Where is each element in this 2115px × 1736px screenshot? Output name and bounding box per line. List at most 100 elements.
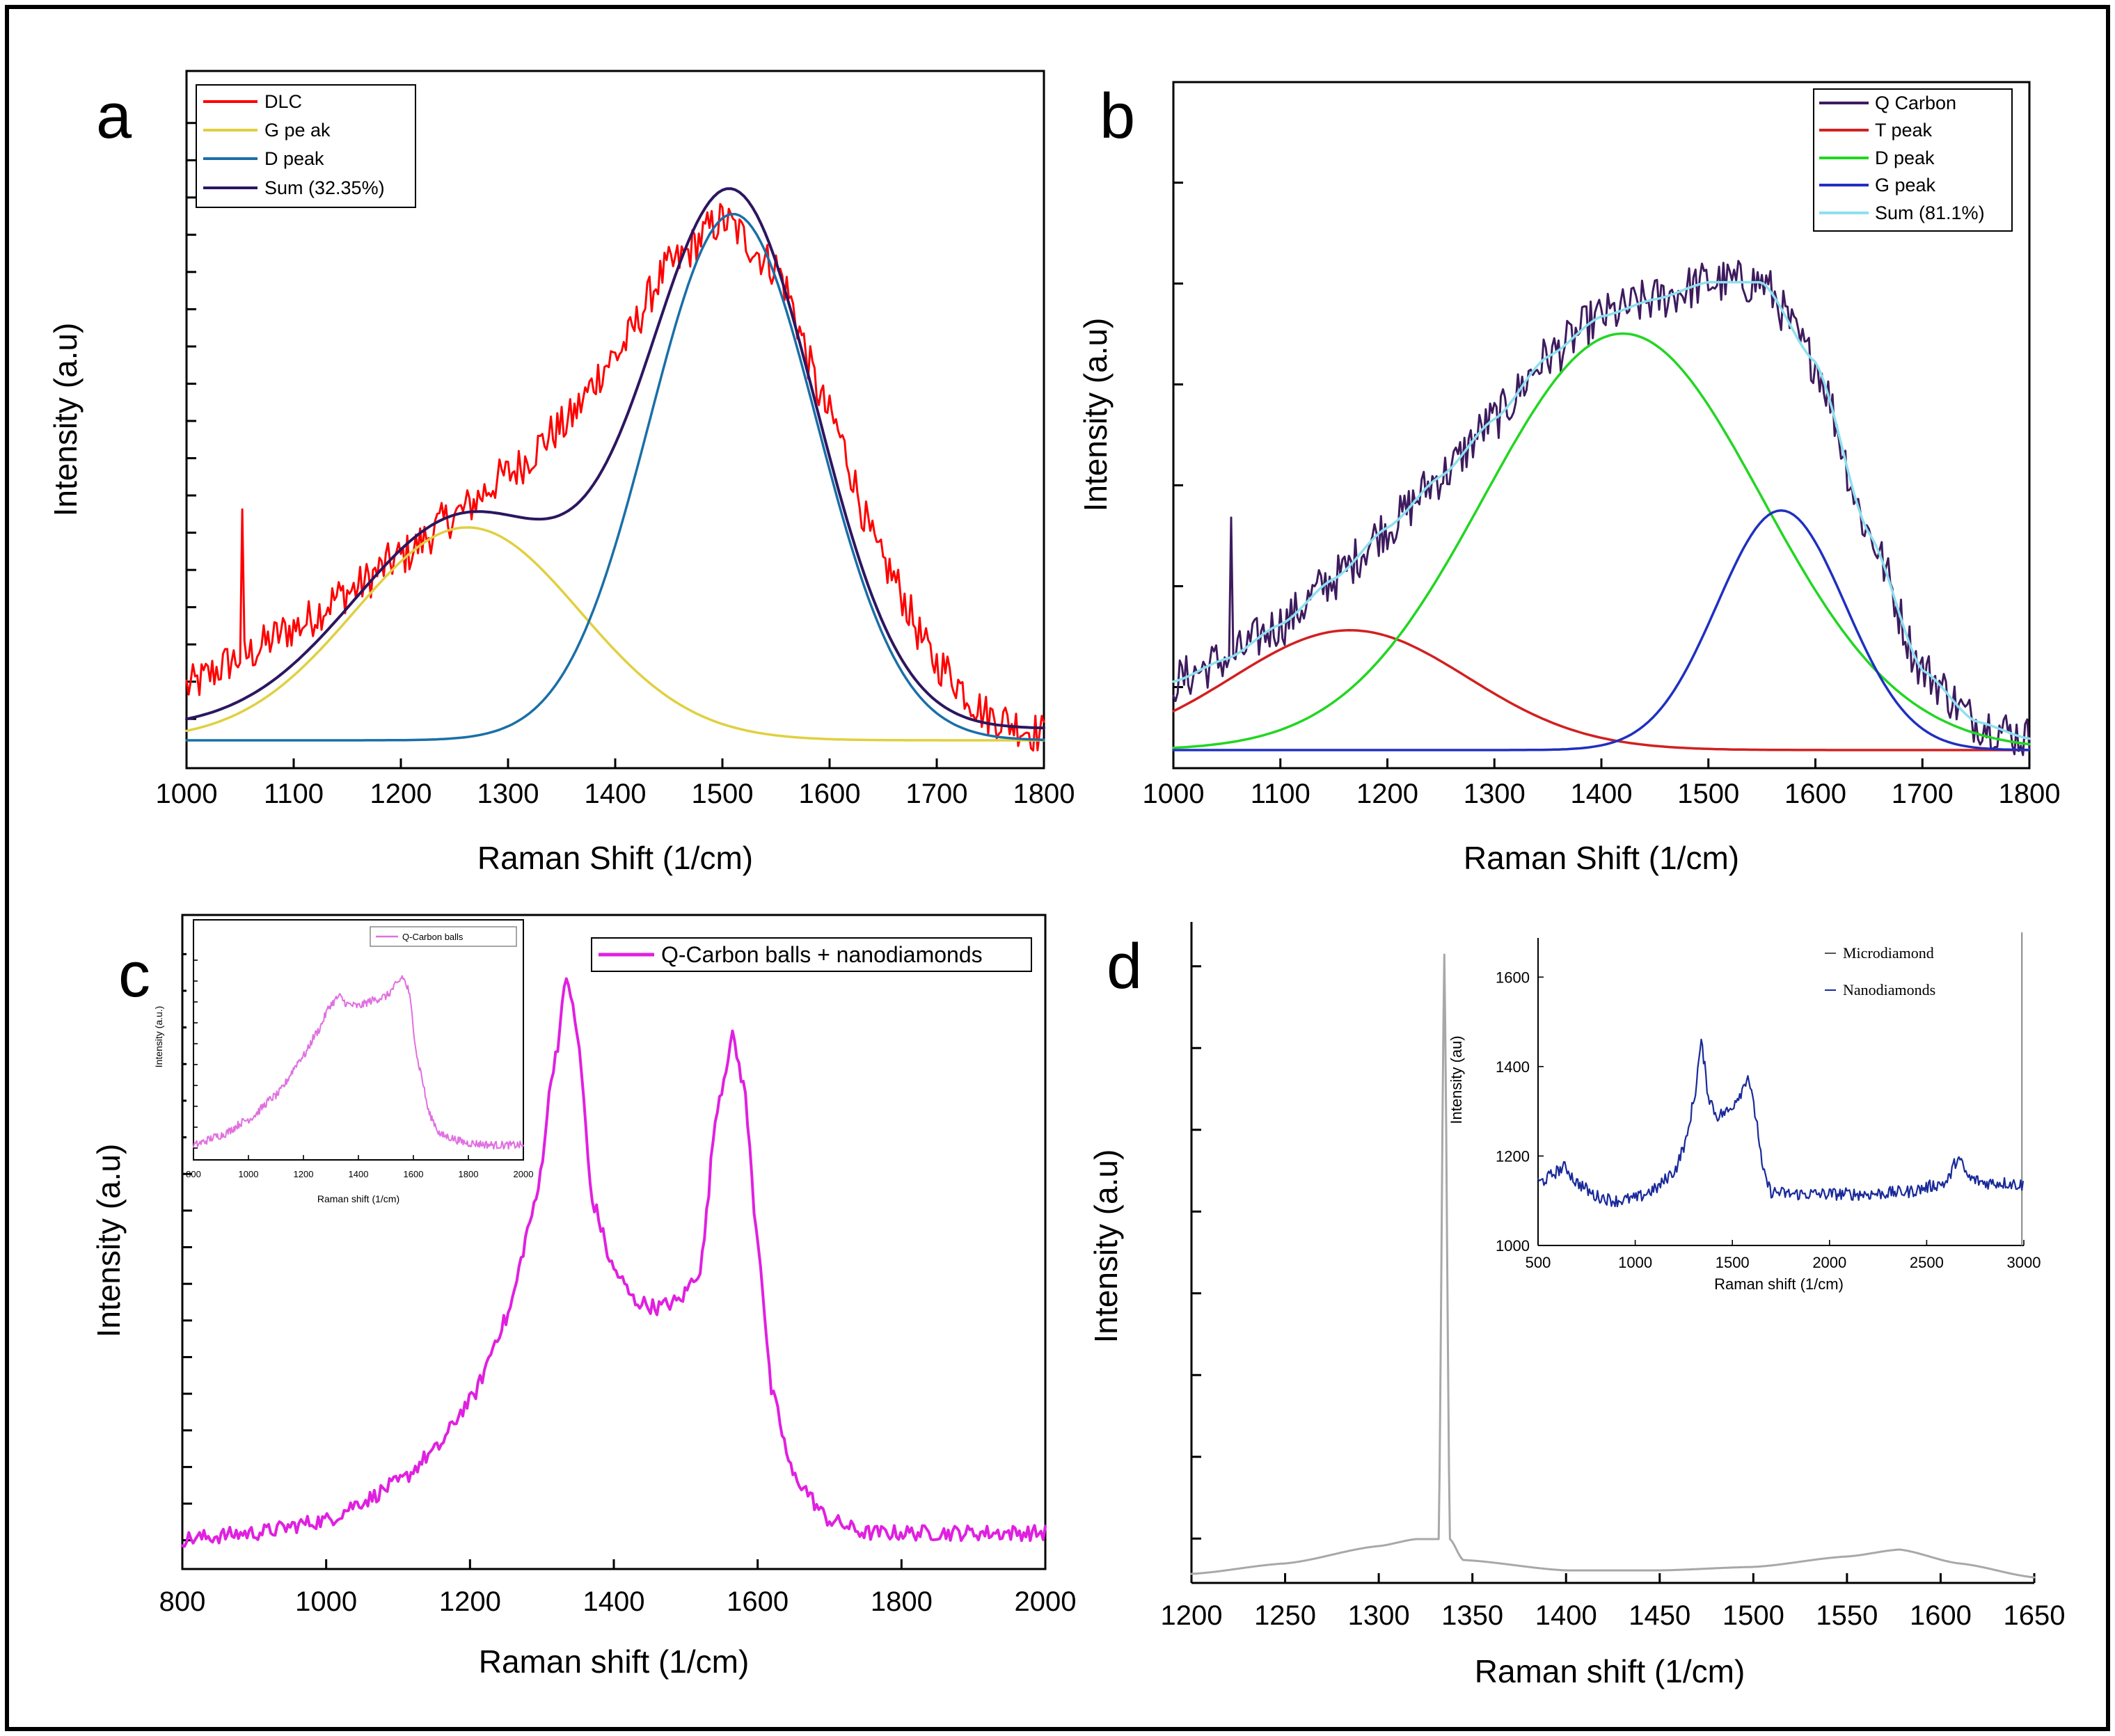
panel-b-x-tick-label-1400: 1400 bbox=[1571, 779, 1633, 809]
panel-d-inset-legend: Microdiamond Nanodiamonds bbox=[1825, 944, 1935, 998]
series-g-peak-b bbox=[1172, 509, 2031, 751]
panel-a-x-ticks: 1000 1100 1200 1300 1400 1500 1600 1700 1800 bbox=[156, 758, 1075, 809]
panel-c-x-tick-label-1200: 1200 bbox=[439, 1586, 501, 1617]
panel-a: a 1000 1100 1200 1300 1400 1500 1600 1700 1800 R… bbox=[47, 70, 1075, 876]
panel-d-curves bbox=[1190, 953, 2036, 1579]
panel-b-legend: Q Carbon T peak D peak G peak Sum (81.1%… bbox=[1813, 88, 2013, 232]
panel-d-x-tick-label-1650: 1650 bbox=[2004, 1600, 2066, 1631]
panel-c-inset-x-tick-label-1000: 1000 bbox=[239, 1169, 259, 1179]
panel-b-x-tick-label-1500: 1500 bbox=[1677, 779, 1739, 809]
series-q-carbon bbox=[1172, 260, 2031, 756]
panel-a-legend: DLC G pe ak D peak Sum (32.35%) bbox=[196, 84, 416, 208]
panel-b-x-ticks: 1000 1100 1200 1300 1400 1500 1600 1700 1800 bbox=[1143, 758, 2060, 809]
panel-letter-a: a bbox=[96, 81, 132, 152]
panel-c-inset-x-title: Raman shift (1/cm) bbox=[317, 1193, 399, 1204]
panel-d-inset: 500 1000 1500 2000 2500 3000 1000120014001600… bbox=[1448, 932, 2041, 1293]
panel-a-y-title: Intensity (a.u) bbox=[47, 323, 84, 517]
panel-c-curves bbox=[181, 977, 1047, 1548]
panel-b: b 1000 1100 1200 1300 1400 1500 1600 1700 1800 R… bbox=[1077, 81, 2060, 876]
panel-a-x-tick-label-1600: 1600 bbox=[799, 779, 861, 809]
legend-label-dlc: DLC bbox=[264, 91, 302, 112]
panel-c-y-title: Intensity (a.u) bbox=[90, 1144, 127, 1338]
legend-label-g-peak-b: G peak bbox=[1875, 175, 1936, 196]
panel-a-curves bbox=[185, 187, 1045, 752]
panel-c-inset-x-tick-label-1200: 1200 bbox=[294, 1169, 314, 1179]
panel-b-x-title: Raman Shift (1/cm) bbox=[1464, 840, 1739, 876]
series-sum-b bbox=[1172, 280, 2031, 740]
legend-label-d-peak: D peak bbox=[264, 148, 324, 169]
panel-c-x-tick-label-1600: 1600 bbox=[727, 1586, 789, 1617]
panel-b-x-tick-label-1100: 1100 bbox=[1251, 779, 1310, 809]
panel-a-x-tick-label-1200: 1200 bbox=[370, 779, 432, 809]
panel-d-x-tick-label-1500: 1500 bbox=[1722, 1600, 1784, 1631]
panel-c-inset: 800 1000 1200 1400 1600 1800 2000 Raman shift … bbox=[153, 918, 533, 1204]
panel-d-inset-y-tick-label-1400: 1400 bbox=[1496, 1058, 1530, 1076]
panel-d-inset-x-tick-label-500: 500 bbox=[1526, 1254, 1551, 1271]
panel-b-x-tick-label-1000: 1000 bbox=[1143, 779, 1205, 809]
legend-label-d-peak-b: D peak bbox=[1875, 148, 1935, 168]
panel-d-inset-y-ticks: 1000 1200 1400 1600 bbox=[1496, 969, 1544, 1255]
inset-legend-label-nanodiamonds: Nanodiamonds bbox=[1843, 981, 1935, 998]
panel-c-x-tick-label-2000: 2000 bbox=[1015, 1586, 1077, 1617]
panel-b-x-tick-label-1600: 1600 bbox=[1784, 779, 1846, 809]
panel-c: c 800 1000 1200 1400 1600 1800 2000 Raman shif… bbox=[90, 914, 1077, 1680]
series-d-peak-b bbox=[1172, 332, 2031, 749]
panel-d: d 1200 1250 1300 1350 1400 1450 1500 1550 1600 16… bbox=[1088, 922, 2065, 1689]
series-microdiamond bbox=[1190, 953, 2036, 1579]
panel-d-x-tick-label-1550: 1550 bbox=[1816, 1600, 1878, 1631]
panel-b-y-ticks bbox=[1173, 182, 1183, 688]
panel-b-y-title: Intensity (a.u) bbox=[1077, 318, 1114, 512]
panel-d-x-tick-label-1200: 1200 bbox=[1161, 1600, 1223, 1631]
series-d-peak bbox=[185, 212, 1045, 742]
panel-c-x-tick-label-1400: 1400 bbox=[583, 1586, 645, 1617]
inset-legend-label-qcarbon-balls: Q-Carbon balls bbox=[402, 932, 464, 942]
series-dlc bbox=[185, 202, 1045, 752]
panel-c-inset-y-ticks bbox=[193, 959, 198, 1149]
panel-d-inset-x-tick-label-2500: 2500 bbox=[1910, 1254, 1944, 1271]
panel-d-inset-x-ticks: 500 1000 1500 2000 2500 3000 bbox=[1526, 1240, 2041, 1271]
panel-d-x-title: Raman shift (1/cm) bbox=[1475, 1653, 1745, 1689]
series-inset-nanodiamonds bbox=[1537, 1038, 2024, 1208]
series-g-peak bbox=[185, 526, 1045, 742]
panel-a-x-tick-label-1300: 1300 bbox=[477, 779, 539, 809]
panel-c-inset-x-tick-label-1600: 1600 bbox=[404, 1169, 424, 1179]
panel-a-x-tick-label-1800: 1800 bbox=[1013, 779, 1075, 809]
panel-b-x-tick-label-1700: 1700 bbox=[1892, 779, 1954, 809]
panel-d-inset-x-tick-label-1500: 1500 bbox=[1716, 1254, 1750, 1271]
panel-d-x-tick-label-1300: 1300 bbox=[1348, 1600, 1410, 1631]
legend-label-t-peak: T peak bbox=[1875, 120, 1933, 141]
panel-c-x-tick-label-800: 800 bbox=[159, 1586, 206, 1617]
panel-letter-b: b bbox=[1100, 81, 1135, 152]
panel-d-inset-curve bbox=[1537, 932, 2024, 1245]
panel-c-inset-legend: Q-Carbon balls bbox=[370, 926, 517, 947]
series-inset-qcarbon-balls bbox=[193, 975, 524, 1150]
panel-d-x-tick-label-1600: 1600 bbox=[1910, 1600, 1972, 1631]
panel-d-x-ticks: 1200 1250 1300 1350 1400 1450 1500 1550 1600 1650 bbox=[1161, 1573, 2066, 1631]
panel-d-y-title: Intensity (a.u) bbox=[1088, 1149, 1124, 1344]
panel-b-curves bbox=[1172, 260, 2031, 756]
inset-legend-label-microdiamond: Microdiamond bbox=[1843, 944, 1934, 962]
panel-c-inset-y-title: Intensity (a.u.) bbox=[153, 1006, 164, 1068]
legend-label-sum-b: Sum (81.1%) bbox=[1875, 202, 1985, 223]
panel-d-x-tick-label-1400: 1400 bbox=[1535, 1600, 1597, 1631]
legend-label-qcarbon-nano: Q-Carbon balls + nanodiamonds bbox=[661, 942, 983, 967]
panel-c-inset-x-tick-label-1400: 1400 bbox=[349, 1169, 369, 1179]
panel-c-inset-x-ticks: 800 1000 1200 1400 1600 1800 2000 bbox=[186, 1155, 533, 1179]
panel-d-inset-x-tick-label-3000: 3000 bbox=[2007, 1254, 2041, 1271]
series-sum bbox=[185, 187, 1045, 730]
legend-label-sum: Sum (32.35%) bbox=[264, 177, 385, 198]
panel-d-x-tick-label-1250: 1250 bbox=[1254, 1600, 1316, 1631]
panel-letter-d: d bbox=[1107, 931, 1142, 1002]
panel-c-x-tick-label-1000: 1000 bbox=[295, 1586, 357, 1617]
legend-label-g-peak: G pe ak bbox=[264, 120, 331, 141]
panel-d-inset-x-tick-label-1000: 1000 bbox=[1618, 1254, 1652, 1271]
panel-c-x-ticks: 800 1000 1200 1400 1600 1800 2000 bbox=[159, 1559, 1077, 1617]
panel-a-x-tick-label-1700: 1700 bbox=[906, 779, 968, 809]
panel-c-inset-x-tick-label-800: 800 bbox=[186, 1169, 201, 1179]
panel-c-x-title: Raman shift (1/cm) bbox=[479, 1643, 750, 1680]
series-t-peak bbox=[1172, 629, 2031, 751]
series-qcarbon-nano bbox=[181, 977, 1047, 1548]
panel-c-x-tick-label-1800: 1800 bbox=[871, 1586, 933, 1617]
panel-a-x-tick-label-1100: 1100 bbox=[264, 779, 324, 809]
